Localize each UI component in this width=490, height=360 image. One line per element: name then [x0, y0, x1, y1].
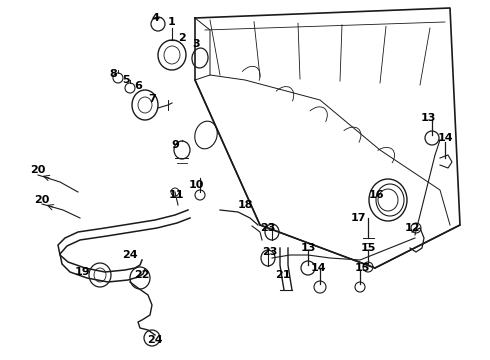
Text: 12: 12 [404, 223, 420, 233]
Text: 24: 24 [147, 335, 163, 345]
Text: 11: 11 [168, 190, 184, 200]
Text: 8: 8 [109, 69, 117, 79]
Text: 7: 7 [148, 94, 156, 104]
Text: 19: 19 [74, 267, 90, 277]
Text: 10: 10 [188, 180, 204, 190]
Text: 1: 1 [168, 17, 176, 27]
Text: 23: 23 [262, 247, 278, 257]
Text: 22: 22 [134, 270, 150, 280]
Text: 20: 20 [30, 165, 46, 175]
Text: 4: 4 [151, 13, 159, 23]
Text: 20: 20 [34, 195, 49, 205]
Text: 13: 13 [300, 243, 316, 253]
Text: 21: 21 [275, 270, 291, 280]
Text: 6: 6 [134, 81, 142, 91]
Text: 15: 15 [354, 263, 369, 273]
Text: 14: 14 [437, 133, 453, 143]
Text: 18: 18 [237, 200, 253, 210]
Text: 9: 9 [171, 140, 179, 150]
Text: 16: 16 [368, 190, 384, 200]
Text: 3: 3 [192, 39, 200, 49]
Text: 17: 17 [350, 213, 366, 223]
Text: 15: 15 [360, 243, 376, 253]
Text: 5: 5 [122, 75, 130, 85]
Text: 13: 13 [420, 113, 436, 123]
Text: 14: 14 [310, 263, 326, 273]
Text: 23: 23 [260, 223, 276, 233]
Text: 2: 2 [178, 33, 186, 43]
Text: 24: 24 [122, 250, 138, 260]
